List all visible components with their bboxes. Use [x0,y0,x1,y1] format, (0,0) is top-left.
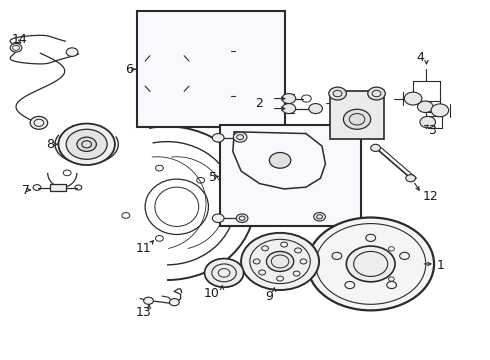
Bar [50,184,66,192]
Bar [196,29,225,114]
Text: 11: 11 [136,242,151,255]
Text: 1: 1 [437,258,444,271]
Circle shape [10,44,22,52]
Bar [235,34,261,113]
Circle shape [420,116,436,128]
Circle shape [170,298,179,306]
Circle shape [66,48,78,57]
Bar [137,12,285,127]
Circle shape [314,212,325,221]
Circle shape [270,153,291,168]
Circle shape [329,87,346,100]
Circle shape [404,92,422,105]
Circle shape [417,101,433,112]
Circle shape [30,116,48,129]
Text: 2: 2 [255,97,263,110]
Circle shape [267,251,294,271]
Text: 13: 13 [136,306,151,319]
Circle shape [406,175,416,182]
Circle shape [241,233,319,290]
Bar [220,125,361,226]
Text: 4: 4 [416,51,424,64]
Text: 14: 14 [12,33,28,46]
Text: 3: 3 [428,124,436,137]
Bar [201,40,220,108]
Circle shape [144,297,153,304]
Circle shape [368,87,385,100]
Text: 9: 9 [265,289,273,303]
Text: 7: 7 [22,184,30,197]
Circle shape [236,214,248,222]
Text: 10: 10 [204,287,220,300]
Bar [150,29,184,118]
Circle shape [212,134,224,142]
Text: 5: 5 [209,171,218,184]
Text: 12: 12 [422,190,438,203]
Circle shape [66,129,107,159]
Bar [240,42,256,107]
Circle shape [309,104,322,113]
Bar [156,43,178,111]
Circle shape [282,104,295,113]
Circle shape [346,246,395,282]
Circle shape [77,137,97,152]
Circle shape [233,132,247,142]
Circle shape [58,123,115,165]
Bar [330,91,384,139]
Circle shape [282,94,295,104]
Circle shape [343,109,371,129]
Circle shape [212,214,224,222]
Circle shape [307,217,434,310]
Circle shape [371,144,380,152]
Circle shape [204,258,244,287]
Text: 8: 8 [46,139,54,152]
Circle shape [431,104,449,117]
Text: 6: 6 [125,63,133,76]
